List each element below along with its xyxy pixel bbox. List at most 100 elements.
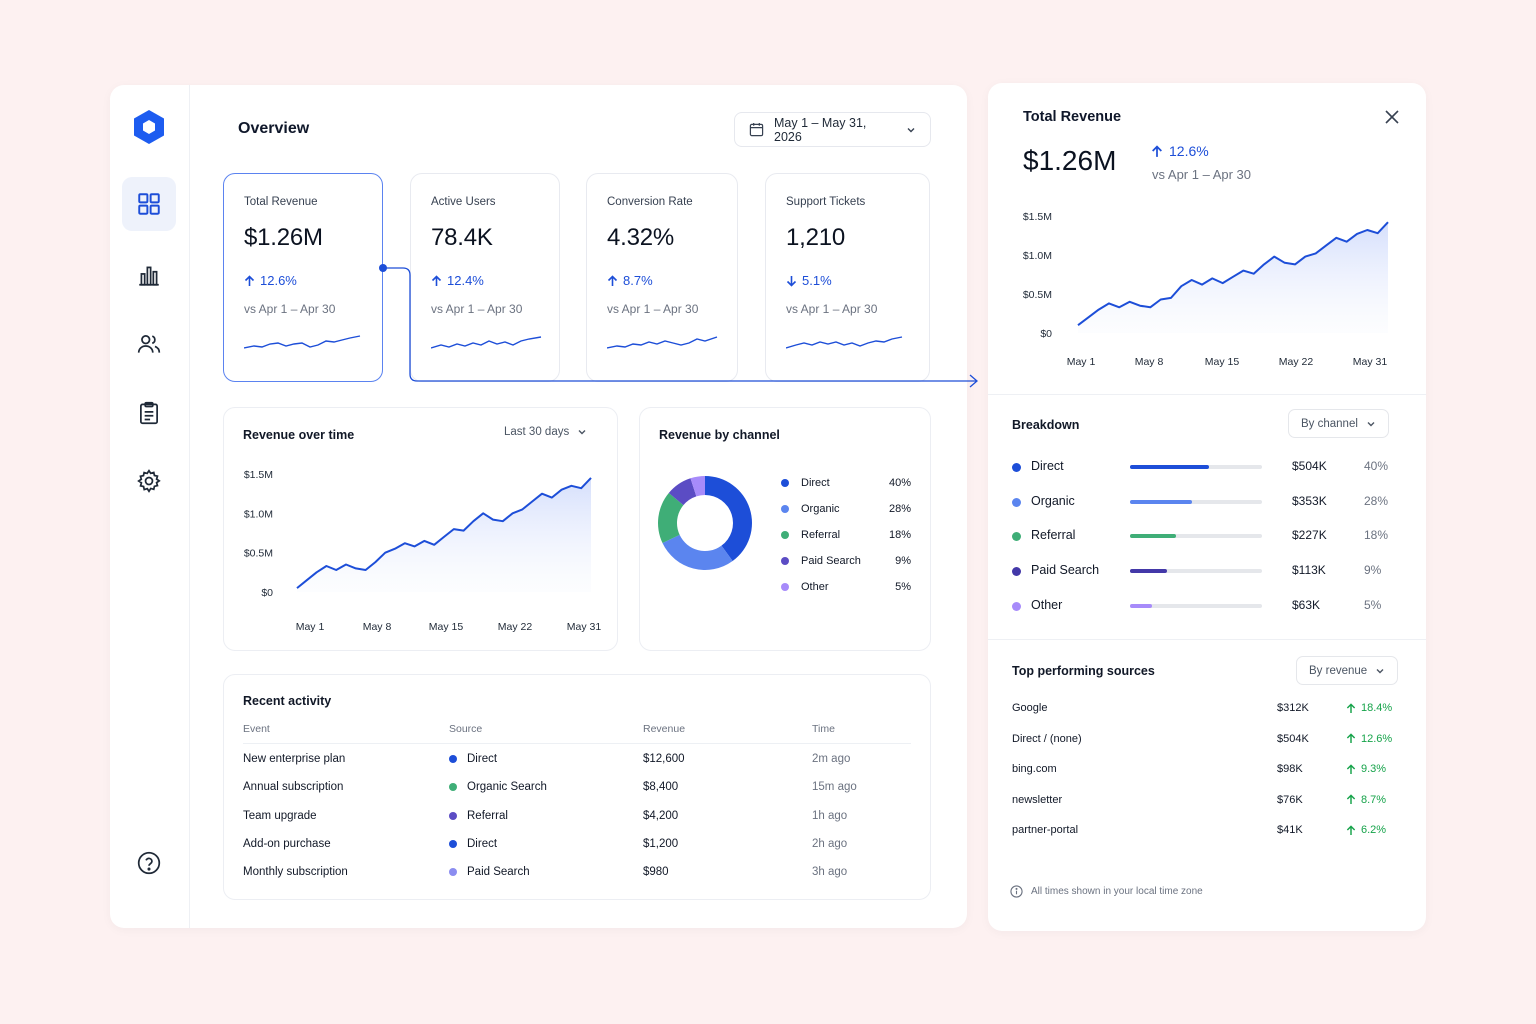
legend-value: 5% xyxy=(895,581,911,593)
footnote: All times shown in your local time zone xyxy=(1010,885,1203,898)
cell-revenue: $980 xyxy=(643,866,669,879)
source-label: Paid Search xyxy=(467,866,530,879)
donut-slice-other[interactable] xyxy=(690,476,705,497)
nav-reports-button[interactable] xyxy=(122,386,176,440)
legend-item: Other 5% xyxy=(781,581,911,593)
source-delta-value: 6.2% xyxy=(1361,824,1387,836)
source-row[interactable]: newsletter $76K 8.7% xyxy=(1012,792,1392,810)
kpi-card-active-users[interactable]: Active Users 78.4K 12.4% vs Apr 1 – Apr … xyxy=(410,173,560,382)
arrow-up-icon xyxy=(431,274,442,286)
arrow-down-icon xyxy=(786,275,797,287)
series-line xyxy=(296,477,592,589)
arrow-up-icon xyxy=(1346,824,1356,835)
breakdown-filter-label: By channel xyxy=(1301,417,1358,430)
cell-time: 1h ago xyxy=(812,809,848,822)
source-delta: 9.3% xyxy=(1346,763,1386,775)
kpi-compare: vs Apr 1 – Apr 30 xyxy=(607,302,699,316)
kpi-card-total-revenue[interactable]: Total Revenue $1.26M 12.6% vs Apr 1 – Ap… xyxy=(223,173,383,382)
nav-dashboard-button[interactable] xyxy=(122,177,176,231)
logo-icon[interactable] xyxy=(132,109,166,145)
breakdown-bar-track xyxy=(1130,465,1262,469)
breakdown-label: Other xyxy=(1031,597,1063,612)
source-amount: $312K xyxy=(1277,702,1309,714)
arrow-up-icon xyxy=(244,274,255,286)
breakdown-label: Referral xyxy=(1031,528,1076,543)
arrow-up-icon xyxy=(607,274,618,286)
nav-settings-button[interactable] xyxy=(122,454,176,508)
kpi-delta-value: 5.1% xyxy=(802,273,832,288)
arrow-up-icon xyxy=(1152,144,1162,157)
card-title: Revenue over time xyxy=(243,428,355,442)
source-name: Google xyxy=(1012,702,1048,714)
source-row[interactable]: partner-portal $41K 6.2% xyxy=(1012,822,1392,840)
breakdown-bar-fill xyxy=(1130,499,1193,504)
donut-slice-direct[interactable] xyxy=(705,476,752,562)
chevron-down-icon xyxy=(1376,668,1384,673)
breakdown-amount: $504K xyxy=(1292,459,1327,473)
kpi-compare: vs Apr 1 – Apr 30 xyxy=(244,302,336,316)
source-dot xyxy=(449,868,457,877)
source-delta-value: 8.7% xyxy=(1361,793,1387,806)
breakdown-percent: 18% xyxy=(1364,528,1389,543)
source-row[interactable]: Direct / (none) $504K 12.6% xyxy=(1012,731,1392,749)
cell-event: Team upgrade xyxy=(243,809,317,822)
close-icon[interactable] xyxy=(1381,106,1403,128)
nav-analytics-button[interactable] xyxy=(122,248,176,302)
source-delta-value: 18.4% xyxy=(1361,702,1393,714)
y-tick-label: $0 xyxy=(1040,328,1052,340)
top-sources-filter-label: By revenue xyxy=(1309,664,1368,677)
section-divider xyxy=(988,394,1426,395)
date-range-label: May 1 – May 31, 2026 xyxy=(774,115,867,144)
legend-value: 28% xyxy=(888,503,911,515)
breakdown-dot xyxy=(1012,532,1021,542)
source-amount: $41K xyxy=(1277,824,1303,836)
breakdown-bar-track xyxy=(1130,534,1262,539)
cell-time: 15m ago xyxy=(812,781,857,794)
detail-value: $1.26M xyxy=(1023,145,1117,176)
nav-users-button[interactable] xyxy=(122,317,176,371)
cell-source: Direct xyxy=(449,753,497,765)
kpi-delta: 8.7% xyxy=(607,273,653,288)
breakdown-bar-track xyxy=(1130,499,1262,504)
detail-title: Total Revenue xyxy=(1023,109,1122,125)
source-row[interactable]: Google $312K 18.4% xyxy=(1012,700,1392,718)
breakdown-percent: 28% xyxy=(1364,493,1389,508)
kpi-card-support-tickets[interactable]: Support Tickets 1,210 5.1% vs Apr 1 – Ap… xyxy=(765,173,930,382)
help-button[interactable] xyxy=(122,836,176,890)
cell-revenue: $12,600 xyxy=(643,753,685,765)
top-sources-filter-dropdown[interactable]: By revenue xyxy=(1296,656,1399,685)
help-icon xyxy=(137,851,161,875)
date-range-picker[interactable]: May 1 – May 31, 2026 xyxy=(734,112,931,147)
donut-slice-paid-search[interactable] xyxy=(668,478,697,506)
x-tick-label: May 1 xyxy=(1067,356,1096,368)
x-tick-label: May 15 xyxy=(429,621,464,633)
legend-label: Referral xyxy=(801,529,841,541)
source-delta-value: 9.3% xyxy=(1361,763,1387,775)
kpi-card-conversion-rate[interactable]: Conversion Rate 4.32% 8.7% vs Apr 1 – Ap… xyxy=(586,173,738,382)
legend-item: Paid Search 9% xyxy=(781,555,911,567)
breakdown-label: Organic xyxy=(1031,493,1075,508)
cell-revenue: $8,400 xyxy=(643,781,679,794)
source-delta: 12.6% xyxy=(1346,733,1392,745)
legend-label: Paid Search xyxy=(801,555,861,567)
time-range-dropdown[interactable]: Last 30 days xyxy=(504,426,587,438)
revenue-by-channel-card: Revenue by channel Direct 40% Organic 28% Re… xyxy=(639,407,931,651)
breakdown-bar-fill xyxy=(1130,534,1177,539)
source-row[interactable]: bing.com $98K 9.3% xyxy=(1012,761,1392,779)
cell-revenue: $4,200 xyxy=(643,809,679,822)
legend-dot xyxy=(781,583,789,591)
clipboard-icon xyxy=(140,401,158,425)
breakdown-label: Direct xyxy=(1031,459,1064,473)
cell-event: Add-on purchase xyxy=(243,837,331,850)
breakdown-label: Paid Search xyxy=(1031,563,1100,578)
breakdown-filter-dropdown[interactable]: By channel xyxy=(1288,409,1389,438)
cell-event: Annual subscription xyxy=(243,781,344,794)
donut-slice-organic[interactable] xyxy=(662,534,733,570)
legend-item: Direct 40% xyxy=(781,477,911,489)
kpi-delta: 12.4% xyxy=(431,273,484,288)
source-name: partner-portal xyxy=(1012,824,1079,836)
donut-slice-referral[interactable] xyxy=(658,493,684,544)
revenue-detail-panel: Total Revenue $1.26M 12.6% vs Apr 1 – Ap… xyxy=(988,83,1426,931)
column-header-revenue: Revenue xyxy=(643,723,686,735)
breakdown-row: Other $63K 5% xyxy=(1012,596,1388,616)
